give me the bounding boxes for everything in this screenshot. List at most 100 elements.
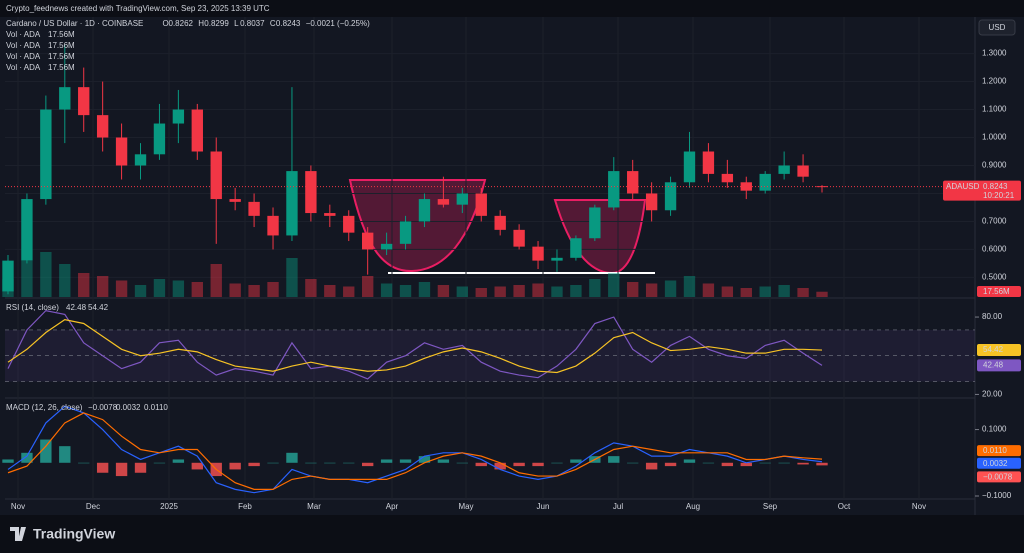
- rsi-label: 42.48: [983, 361, 1004, 370]
- x-tick-label: 2025: [160, 502, 178, 511]
- candle-body: [513, 229, 525, 247]
- candle-body: [551, 257, 563, 261]
- volume-bar: [418, 282, 431, 297]
- candle-body: [267, 215, 279, 236]
- macd-axis-box: [977, 457, 1021, 469]
- x-tick-label: Feb: [238, 502, 252, 511]
- macd-histogram-bar: [399, 459, 412, 463]
- volume-bar: [532, 283, 544, 297]
- volume-bar: [286, 258, 298, 297]
- macd-histogram-bar: [551, 462, 563, 464]
- volume-key: Vol · ADA: [6, 52, 41, 61]
- macd-histogram-bar: [740, 462, 752, 467]
- volume-bar: [361, 276, 374, 297]
- macd-legend-value: 0.0032: [116, 403, 141, 412]
- candle-body: [361, 232, 374, 250]
- macd-axis-label: 0.0110: [983, 446, 1007, 455]
- ohlc-value: 0.8037: [240, 19, 265, 28]
- volume-bar: [797, 288, 809, 297]
- volume-bar: [78, 273, 90, 297]
- x-tick-label: Mar: [307, 502, 321, 511]
- candle-body: [343, 215, 355, 233]
- volume-bar: [210, 264, 222, 297]
- macd-histogram-bar: [664, 462, 677, 467]
- volume-bar: [267, 282, 279, 297]
- macd-histogram-bar: [2, 459, 14, 463]
- candle-body: [570, 238, 582, 258]
- candle-body: [702, 151, 715, 174]
- candle-body: [40, 109, 52, 200]
- volume-bar: [324, 285, 336, 297]
- x-tick-label: Oct: [838, 502, 851, 511]
- volume-bar: [153, 279, 166, 297]
- volume-bar: [115, 280, 128, 297]
- rsi-box: [977, 359, 1021, 372]
- macd-histogram-bar: [475, 462, 487, 467]
- candle-body: [418, 199, 431, 222]
- macd-legend-value: 0.0110: [144, 403, 168, 412]
- macd-histogram-bar: [324, 462, 336, 464]
- volume-bar: [96, 276, 109, 297]
- y-tick-label: 20.00: [982, 390, 1003, 399]
- y-tick-label: −0.1000: [982, 491, 1012, 500]
- candle-body: [229, 199, 241, 202]
- candle-body: [2, 260, 14, 292]
- rsi-title: RSI (14, close): [6, 303, 59, 312]
- macd-histogram-bar: [78, 462, 90, 464]
- candle-body: [191, 109, 203, 152]
- macd-histogram-bar: [721, 462, 734, 467]
- candle-body: [172, 109, 185, 124]
- macd-histogram-bar: [608, 456, 620, 463]
- candle-body: [324, 213, 336, 216]
- volume-bar: [816, 291, 828, 297]
- macd-histogram-bar: [702, 462, 715, 464]
- macd-line: [7, 405, 823, 494]
- volume-bar: [456, 286, 469, 297]
- candle-body: [778, 165, 790, 174]
- volume-bar: [475, 288, 487, 297]
- candle-body: [134, 154, 147, 166]
- candle-body: [797, 165, 809, 177]
- candle-body: [286, 171, 298, 236]
- brand: TradingView: [33, 526, 115, 542]
- volume-key: Vol · ADA: [6, 30, 41, 39]
- volume-bar: [305, 279, 317, 297]
- candle-body: [380, 243, 393, 250]
- candle-body: [608, 171, 620, 208]
- volume-bar: [59, 264, 71, 297]
- volume-bar: [380, 283, 393, 297]
- candle-body: [78, 87, 90, 116]
- macd-histogram-bar: [59, 446, 71, 463]
- currency-button[interactable]: [978, 19, 1016, 36]
- rsi-line: [7, 309, 823, 380]
- candle-body: [115, 137, 128, 166]
- macd-histogram-bar: [816, 462, 828, 466]
- ohlc-value: 0.8299: [204, 19, 229, 28]
- volume-label: 17.56M: [983, 287, 1010, 296]
- macd-histogram-bar: [40, 439, 52, 463]
- candle-body: [589, 207, 601, 239]
- rsi-ma-label: 54.42: [983, 345, 1004, 354]
- y-tick-label: 0.6000: [982, 245, 1007, 254]
- countdown: 10:20:21: [983, 191, 1015, 200]
- rsi-ma-line: [7, 318, 823, 374]
- volume-bar: [589, 279, 601, 297]
- change-value: −0.0021 (−0.25%): [306, 19, 370, 28]
- macd-histogram-bar: [759, 462, 771, 464]
- candle-body: [721, 173, 734, 183]
- currency[interactable]: USD: [989, 23, 1006, 32]
- x-tick-label: Aug: [686, 502, 700, 511]
- macd-histogram-bar: [494, 462, 506, 470]
- volume-bar: [494, 286, 506, 297]
- macd-histogram-bar: [513, 462, 525, 467]
- credit: Crypto_feednews created with TradingView…: [6, 4, 270, 13]
- macd-axis-box: [977, 471, 1021, 483]
- candle-body: [475, 193, 487, 216]
- candle-body: [645, 193, 658, 211]
- volume-bar: [664, 280, 677, 297]
- volume-bar: [437, 285, 450, 297]
- macd-histogram-bar: [248, 462, 260, 467]
- macd-histogram-bar: [343, 462, 355, 464]
- candle-body: [305, 171, 317, 214]
